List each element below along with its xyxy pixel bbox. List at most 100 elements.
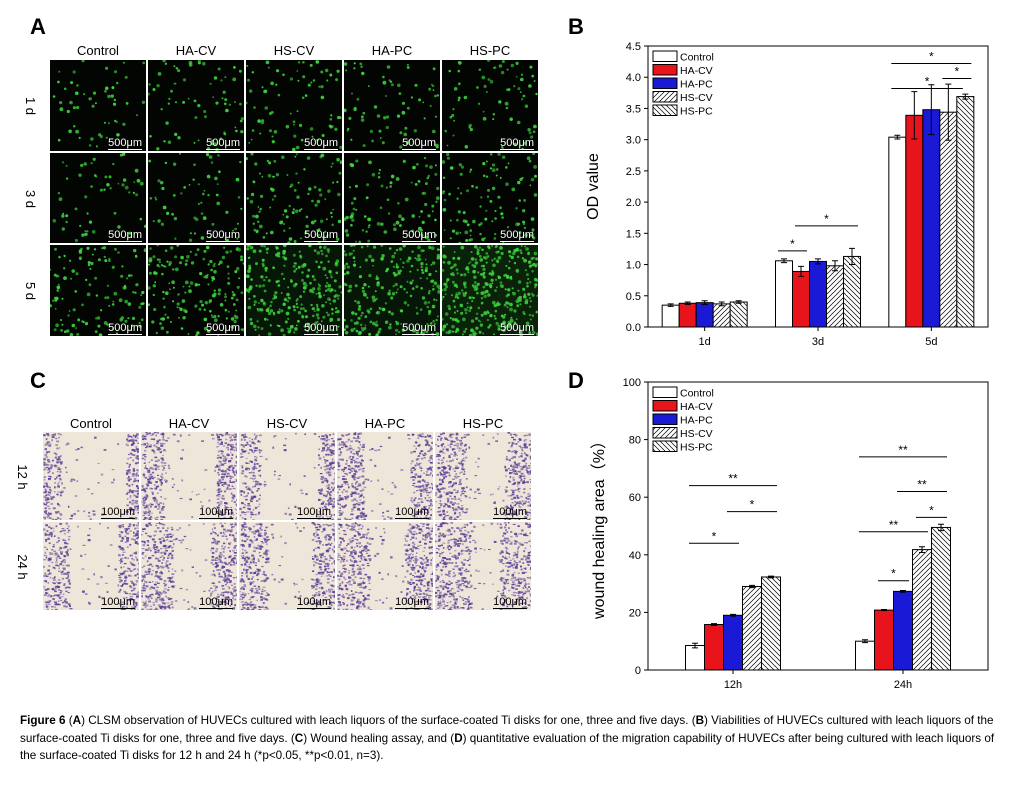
panel-a-label: A (30, 14, 46, 39)
error-bar (862, 639, 868, 644)
micrograph-cell: 100μm (435, 522, 531, 610)
error-bar (894, 134, 901, 140)
cell-texture (435, 522, 531, 610)
micrograph-cell: 100μm (141, 432, 237, 520)
scale-bar-line (402, 241, 436, 242)
micrograph-cell: 500μm (442, 60, 538, 151)
scale-bar-label: 100μm (395, 596, 429, 608)
scale-bar-label: 100μm (199, 596, 233, 608)
micrograph-cell: 100μm (239, 522, 335, 610)
scale-bar-line (206, 241, 240, 242)
error-bar (768, 575, 774, 579)
cell-texture (52, 152, 146, 242)
column-header: HA-CV (175, 43, 217, 58)
significance-marker: ** (889, 518, 899, 532)
scale-bar-line (402, 333, 436, 335)
micrograph-cell: 500μm (50, 245, 146, 336)
y-tick-label: 80 (629, 435, 641, 447)
error-bar (667, 303, 674, 307)
cell-texture (344, 245, 440, 336)
scale-bar: 100μm (297, 596, 331, 609)
bar-ha-cv-5d (905, 114, 924, 328)
scale-bar-label: 100μm (199, 506, 233, 518)
column-header: HS-CV (266, 416, 308, 431)
micrograph-cell: 500μm (148, 245, 244, 336)
cell-texture (43, 433, 139, 520)
significance-marker: ** (917, 477, 927, 491)
scale-bar-line (108, 333, 142, 335)
bar-control-24h (855, 640, 875, 671)
scale-bar-line (108, 241, 142, 242)
legend-swatch (652, 427, 678, 439)
scale-bar-line (297, 608, 331, 609)
scale-bar-line (500, 333, 534, 335)
scale-bar-line (108, 148, 142, 150)
scale-bar: 500μm (108, 322, 142, 335)
scale-bar-line (493, 518, 527, 519)
scale-bar: 100μm (297, 506, 331, 519)
row-label: 3 d (23, 189, 38, 208)
legend-entry: HS-CV (680, 92, 713, 104)
y-tick-label: 3.0 (626, 135, 641, 147)
error-bar (749, 584, 755, 589)
column-header: HS-PC (469, 43, 511, 58)
x-tick-label: 5d (925, 336, 937, 348)
panel-d-label: D (568, 368, 584, 393)
micrograph-cell: 100μm (141, 522, 237, 610)
cell-texture (442, 245, 538, 336)
error-bar (798, 265, 804, 277)
bar-hs-cv-24h (912, 549, 932, 671)
cell-texture (141, 522, 237, 610)
micrograph-cell: 100μm (43, 432, 139, 520)
y-tick-label: 0.5 (626, 291, 641, 303)
error-bar (962, 93, 969, 100)
micrograph-cell: 100μm (239, 432, 335, 520)
legend-entry: HA-PC (680, 415, 713, 427)
scale-bar-label: 500μm (500, 136, 534, 149)
scale-bar: 500μm (304, 137, 338, 150)
caption-segment: B (695, 714, 705, 727)
figure-caption: Figure 6 (A) CLSM observation of HUVECs … (20, 712, 1010, 765)
caption-segment: ) Viabilities of HUVECs cultured with le… (20, 714, 994, 745)
scale-bar-label: 500μm (108, 136, 142, 149)
scale-bar: 500μm (500, 322, 534, 335)
significance-marker: * (954, 64, 959, 78)
scale-bar-line (500, 241, 534, 242)
scale-bar: 100μm (199, 596, 233, 609)
cell-texture (52, 60, 146, 148)
cell-texture (337, 432, 433, 520)
cell-texture (50, 246, 146, 336)
cell-texture (148, 152, 243, 242)
micrograph-cell: 500μm (442, 152, 538, 243)
significance-marker: * (891, 567, 896, 581)
panel-b-label: B (568, 14, 584, 39)
scale-bar-label: 500μm (206, 229, 240, 241)
y-tick-label: 2.0 (626, 197, 641, 209)
scale-bar: 500μm (108, 136, 142, 150)
y-tick-label: 60 (629, 492, 641, 504)
column-header: HS-CV (273, 43, 315, 58)
scale-bar-label: 100μm (101, 596, 135, 608)
significance-marker: * (712, 529, 717, 543)
bar-hs-pc-24h (931, 526, 951, 671)
cell-texture (246, 152, 342, 243)
cell-texture (344, 62, 440, 149)
panel-b-bar-chart: 0.0 0.5 1.0 1.5 2.0 2.5 3.0 3.5 4.0 4.5 OD value 1d… (585, 41, 989, 348)
scale-bar-line (500, 148, 534, 150)
legend-entry: HA-CV (680, 401, 713, 413)
plot-frame (647, 381, 989, 671)
error-bar (919, 546, 925, 553)
scale-bar: 500μm (206, 229, 240, 242)
error-bar (911, 91, 918, 140)
scale-bar-line (304, 241, 338, 242)
bar-hs-pc-12h (761, 576, 781, 671)
y-tick-label: 2.5 (626, 166, 641, 178)
error-bar (718, 301, 725, 307)
cell-texture (435, 432, 531, 520)
y-tick-label: 100 (623, 377, 641, 389)
caption-segment: ) Wound healing assay, and ( (303, 731, 455, 745)
scale-bar: 100μm (493, 506, 527, 519)
significance-marker: * (925, 74, 930, 88)
significance-marker: ** (728, 472, 738, 486)
x-tick-label: 12h (724, 679, 742, 691)
